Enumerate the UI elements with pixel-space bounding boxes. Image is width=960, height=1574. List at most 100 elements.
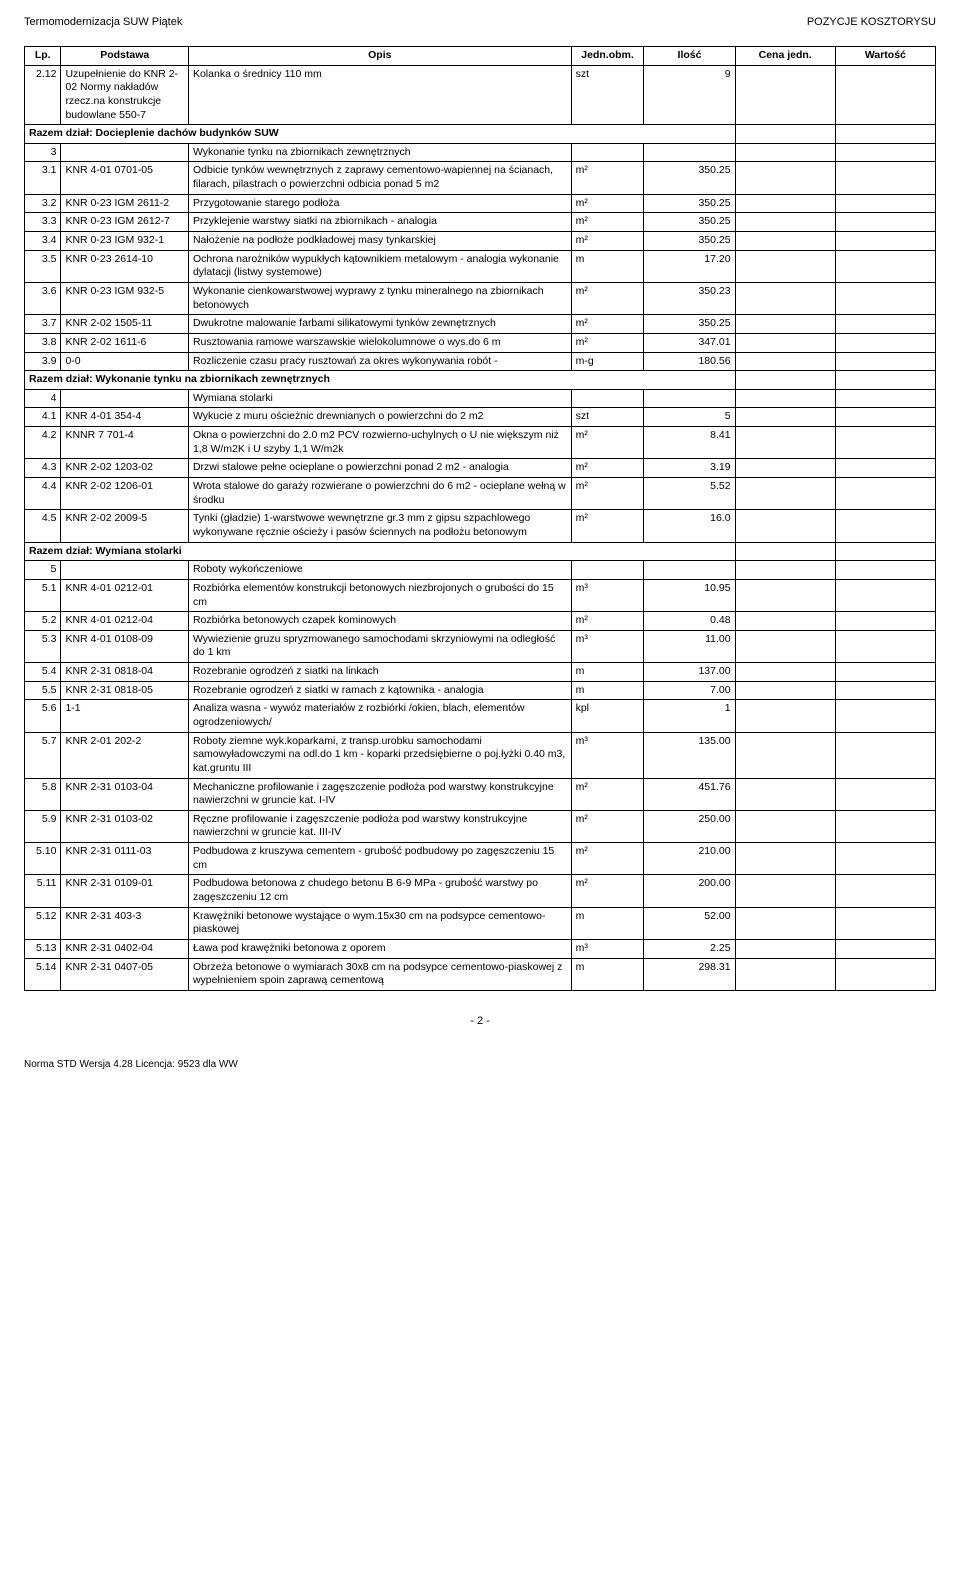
- cell-lp: 5.4: [25, 663, 61, 682]
- cell-wart: [835, 939, 935, 958]
- section-lp: 5: [25, 561, 61, 580]
- cell-ilosc: 180.56: [644, 352, 735, 371]
- cell-opis: Obrzeża betonowe o wymiarach 30x8 cm na …: [188, 958, 571, 990]
- cell-pod: KNR 4-01 0212-04: [61, 612, 189, 631]
- cell-cena: [735, 663, 835, 682]
- cell-ilosc: 350.25: [644, 213, 735, 232]
- section-empty: [835, 143, 935, 162]
- cell-pod: KNR 0-23 IGM 932-5: [61, 282, 189, 314]
- table-row: 5.12KNR 2-31 403-3Krawężniki betonowe wy…: [25, 907, 936, 939]
- cell-cena: [735, 459, 835, 478]
- cell-cena: [735, 408, 835, 427]
- section-pod: [61, 561, 189, 580]
- cell-ilosc: 298.31: [644, 958, 735, 990]
- cell-wart: [835, 907, 935, 939]
- cell-pod: KNR 2-31 0402-04: [61, 939, 189, 958]
- cell-cena: [735, 478, 835, 510]
- cell-pod: KNNR 7 701-4: [61, 427, 189, 459]
- cell-pod: KNR 2-31 0818-05: [61, 681, 189, 700]
- cell-pod: KNR 2-31 403-3: [61, 907, 189, 939]
- cell-ilosc: 137.00: [644, 663, 735, 682]
- cell-cena: [735, 333, 835, 352]
- cell-pod: KNR 2-02 1206-01: [61, 478, 189, 510]
- cell-opis: Rozliczenie czasu pracy rusztowań za okr…: [188, 352, 571, 371]
- cell-jedn: m²: [571, 843, 644, 875]
- col-wart: Wartość: [835, 47, 935, 66]
- section-pod: [61, 143, 189, 162]
- cell-wart: [835, 282, 935, 314]
- table-row: 3.8KNR 2-02 1611-6Rusztowania ramowe war…: [25, 333, 936, 352]
- cell-opis: Drzwi stalowe pełne ocieplane o powierzc…: [188, 459, 571, 478]
- cell-cena: [735, 732, 835, 778]
- cell-jedn: m²: [571, 427, 644, 459]
- table-row: 5.61-1Analiza wasna - wywóz materiałów z…: [25, 700, 936, 732]
- table-row: 5.1KNR 4-01 0212-01Rozbiórka elementów k…: [25, 579, 936, 611]
- cell-jedn: m²: [571, 194, 644, 213]
- cell-cena: [735, 250, 835, 282]
- cell-wart: [835, 315, 935, 334]
- cell-cena: [735, 232, 835, 251]
- table-row: 5.8KNR 2-31 0103-04Mechaniczne profilowa…: [25, 778, 936, 810]
- cell-jedn: m: [571, 681, 644, 700]
- cell-cena: [735, 315, 835, 334]
- cell-cena: [735, 579, 835, 611]
- cell-jedn: m²: [571, 282, 644, 314]
- cell-ilosc: 8.41: [644, 427, 735, 459]
- cell-ilosc: 350.25: [644, 194, 735, 213]
- cell-cena: [735, 958, 835, 990]
- cell-lp: 4.3: [25, 459, 61, 478]
- cell-wart: [835, 843, 935, 875]
- cell-opis: Rozebranie ogrodzeń z siatki na linkach: [188, 663, 571, 682]
- cell-jedn: m³: [571, 732, 644, 778]
- cell-cena: [735, 282, 835, 314]
- cell-lp: 5.14: [25, 958, 61, 990]
- cell-opis: Wykucie z muru ościeżnic drewnianych o p…: [188, 408, 571, 427]
- razem-cena: [735, 371, 835, 390]
- cell-jedn: m: [571, 958, 644, 990]
- section-empty: [571, 389, 644, 408]
- col-jedn: Jedn.obm.: [571, 47, 644, 66]
- cell-pod: KNR 2-01 202-2: [61, 732, 189, 778]
- cell-ilosc: 135.00: [644, 732, 735, 778]
- cell-ilosc: 17.20: [644, 250, 735, 282]
- cell-lp: 5.8: [25, 778, 61, 810]
- cell-lp: 5.6: [25, 700, 61, 732]
- cell-lp: 5.9: [25, 810, 61, 842]
- cell-opis: Rozebranie ogrodzeń z siatki w ramach z …: [188, 681, 571, 700]
- cell-opis: Rusztowania ramowe warszawskie wielokolu…: [188, 333, 571, 352]
- cell-pod: KNR 4-01 354-4: [61, 408, 189, 427]
- cell-ilosc: 210.00: [644, 843, 735, 875]
- cell-wart: [835, 732, 935, 778]
- cell-pod: KNR 2-02 1505-11: [61, 315, 189, 334]
- cell-jedn: m: [571, 250, 644, 282]
- table-row: 5.7KNR 2-01 202-2Roboty ziemne wyk.kopar…: [25, 732, 936, 778]
- table-row: 5.13KNR 2-31 0402-04Ława pod krawężniki …: [25, 939, 936, 958]
- cell-lp: 3.1: [25, 162, 61, 194]
- cell-opis: Rozbiórka elementów konstrukcji betonowy…: [188, 579, 571, 611]
- cell-jedn: m³: [571, 939, 644, 958]
- cell-cena: [735, 700, 835, 732]
- cell-wart: [835, 459, 935, 478]
- cell-lp: 5.3: [25, 630, 61, 662]
- cell-opis: Mechaniczne profilowanie i zagęszczenie …: [188, 778, 571, 810]
- cell-jedn: m²: [571, 162, 644, 194]
- cell-ilosc: 52.00: [644, 907, 735, 939]
- section-empty: [835, 389, 935, 408]
- section-lp: 4: [25, 389, 61, 408]
- table-row: 5.9KNR 2-31 0103-02Ręczne profilowanie i…: [25, 810, 936, 842]
- page-header: Termomodernizacja SUW Piątek POZYCJE KOS…: [24, 16, 936, 28]
- cell-jedn: m-g: [571, 352, 644, 371]
- cost-table: Lp. Podstawa Opis Jedn.obm. Ilość Cena j…: [24, 46, 936, 991]
- cell-cena: [735, 778, 835, 810]
- table-row: 3.2KNR 0-23 IGM 2611-2Przygotowanie star…: [25, 194, 936, 213]
- table-row: 3.3KNR 0-23 IGM 2612-7Przyklejenie warst…: [25, 213, 936, 232]
- header-right: POZYCJE KOSZTORYSU: [807, 16, 936, 28]
- table-row: 3.1KNR 4-01 0701-05Odbicie tynków wewnęt…: [25, 162, 936, 194]
- cell-wart: [835, 778, 935, 810]
- cell-wart: [835, 478, 935, 510]
- cell-ilosc: 250.00: [644, 810, 735, 842]
- cell-wart: [835, 810, 935, 842]
- cell-lp: 4.4: [25, 478, 61, 510]
- cell-wart: [835, 232, 935, 251]
- cell-wart: [835, 65, 935, 125]
